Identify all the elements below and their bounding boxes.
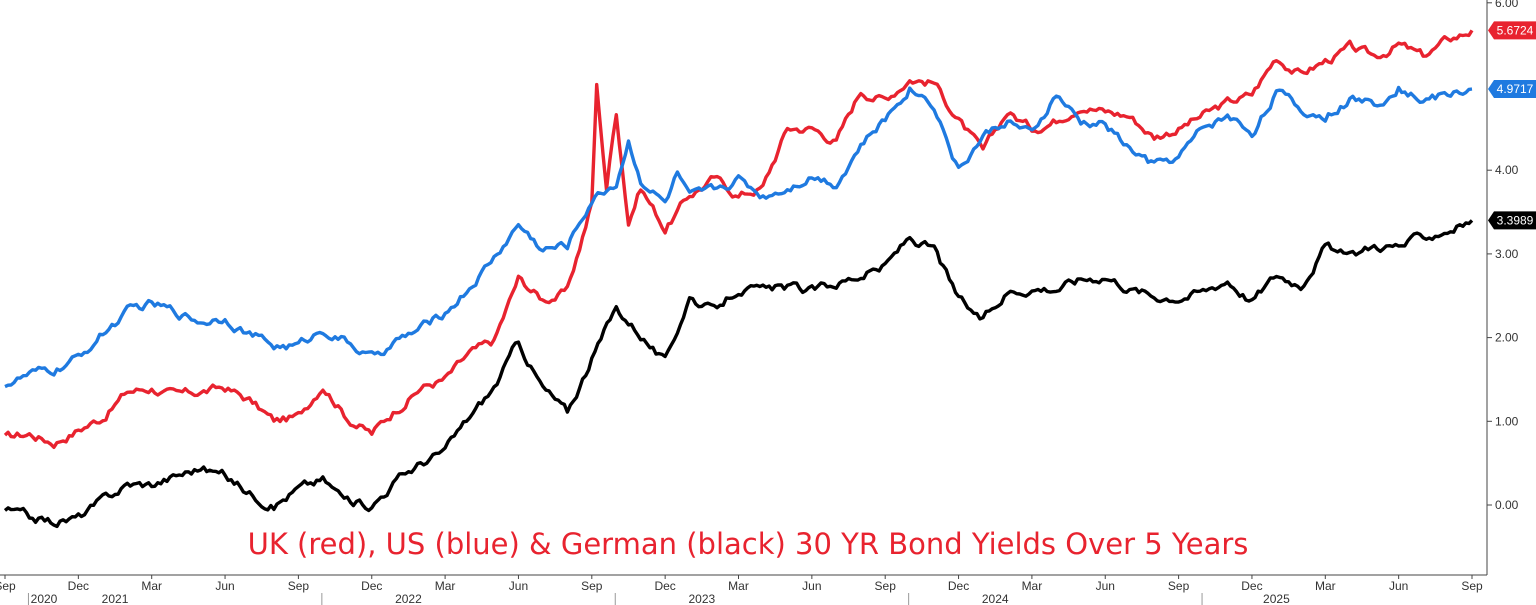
y-tick-label: 2.00 bbox=[1495, 331, 1519, 345]
x-tick-label: Mar bbox=[435, 579, 456, 593]
badge-shape bbox=[1488, 21, 1536, 40]
x-tick-label: Mar bbox=[1022, 579, 1043, 593]
x-tick-label: Jun bbox=[1389, 579, 1408, 593]
year-label: 2022 bbox=[395, 592, 422, 605]
x-tick-label: Sep bbox=[1168, 579, 1190, 593]
x-tick-label: Dec bbox=[68, 579, 89, 593]
year-label: 2023 bbox=[688, 592, 715, 605]
chart-title: UK (red), US (blue) & German (black) 30 … bbox=[248, 527, 1249, 561]
year-label: 2020 bbox=[31, 592, 58, 605]
series-line bbox=[3, 219, 1474, 529]
chart-frame bbox=[0, 0, 1488, 576]
x-tick-label: Sep bbox=[288, 579, 310, 593]
y-tick-label: 6.00 bbox=[1495, 0, 1519, 10]
badge-shape bbox=[1488, 211, 1536, 230]
x-tick-label: Jun bbox=[215, 579, 234, 593]
badge-value: 5.6724 bbox=[1497, 23, 1534, 37]
y-tick-label: 4.00 bbox=[1495, 163, 1519, 177]
x-tick-label: Sep bbox=[1461, 579, 1483, 593]
badge-value: 4.9717 bbox=[1497, 82, 1534, 96]
x-tick-label: Mar bbox=[728, 579, 749, 593]
x-tick-label: Jun bbox=[802, 579, 821, 593]
x-tick-label: Dec bbox=[948, 579, 969, 593]
x-tick-label: Dec bbox=[654, 579, 675, 593]
x-tick-label: Mar bbox=[141, 579, 162, 593]
last-value-badge: 4.9717 bbox=[1488, 80, 1536, 99]
x-tick-label: Sep bbox=[875, 579, 897, 593]
y-tick-label: 1.00 bbox=[1495, 414, 1519, 428]
year-label: 2025 bbox=[1263, 592, 1290, 605]
x-tick-label: Sep bbox=[0, 579, 16, 593]
y-tick-label: 0.00 bbox=[1495, 498, 1519, 512]
year-label: 2024 bbox=[982, 592, 1009, 605]
badge-shape bbox=[1488, 80, 1536, 99]
x-tick-label: Dec bbox=[1241, 579, 1262, 593]
y-tick-label: 3.00 bbox=[1495, 247, 1519, 261]
x-tick-label: Jun bbox=[1096, 579, 1115, 593]
x-tick-label: Jun bbox=[509, 579, 528, 593]
x-tick-label: Dec bbox=[361, 579, 382, 593]
last-value-badge: 3.3989 bbox=[1488, 211, 1536, 230]
x-tick-label: Sep bbox=[581, 579, 603, 593]
series-line bbox=[3, 29, 1474, 449]
badge-value: 3.3989 bbox=[1497, 213, 1534, 227]
year-label: 2021 bbox=[102, 592, 129, 605]
x-tick-label: Mar bbox=[1315, 579, 1336, 593]
series-lines bbox=[3, 29, 1474, 529]
series-line bbox=[4, 85, 1473, 389]
last-value-badge: 5.6724 bbox=[1488, 21, 1536, 40]
